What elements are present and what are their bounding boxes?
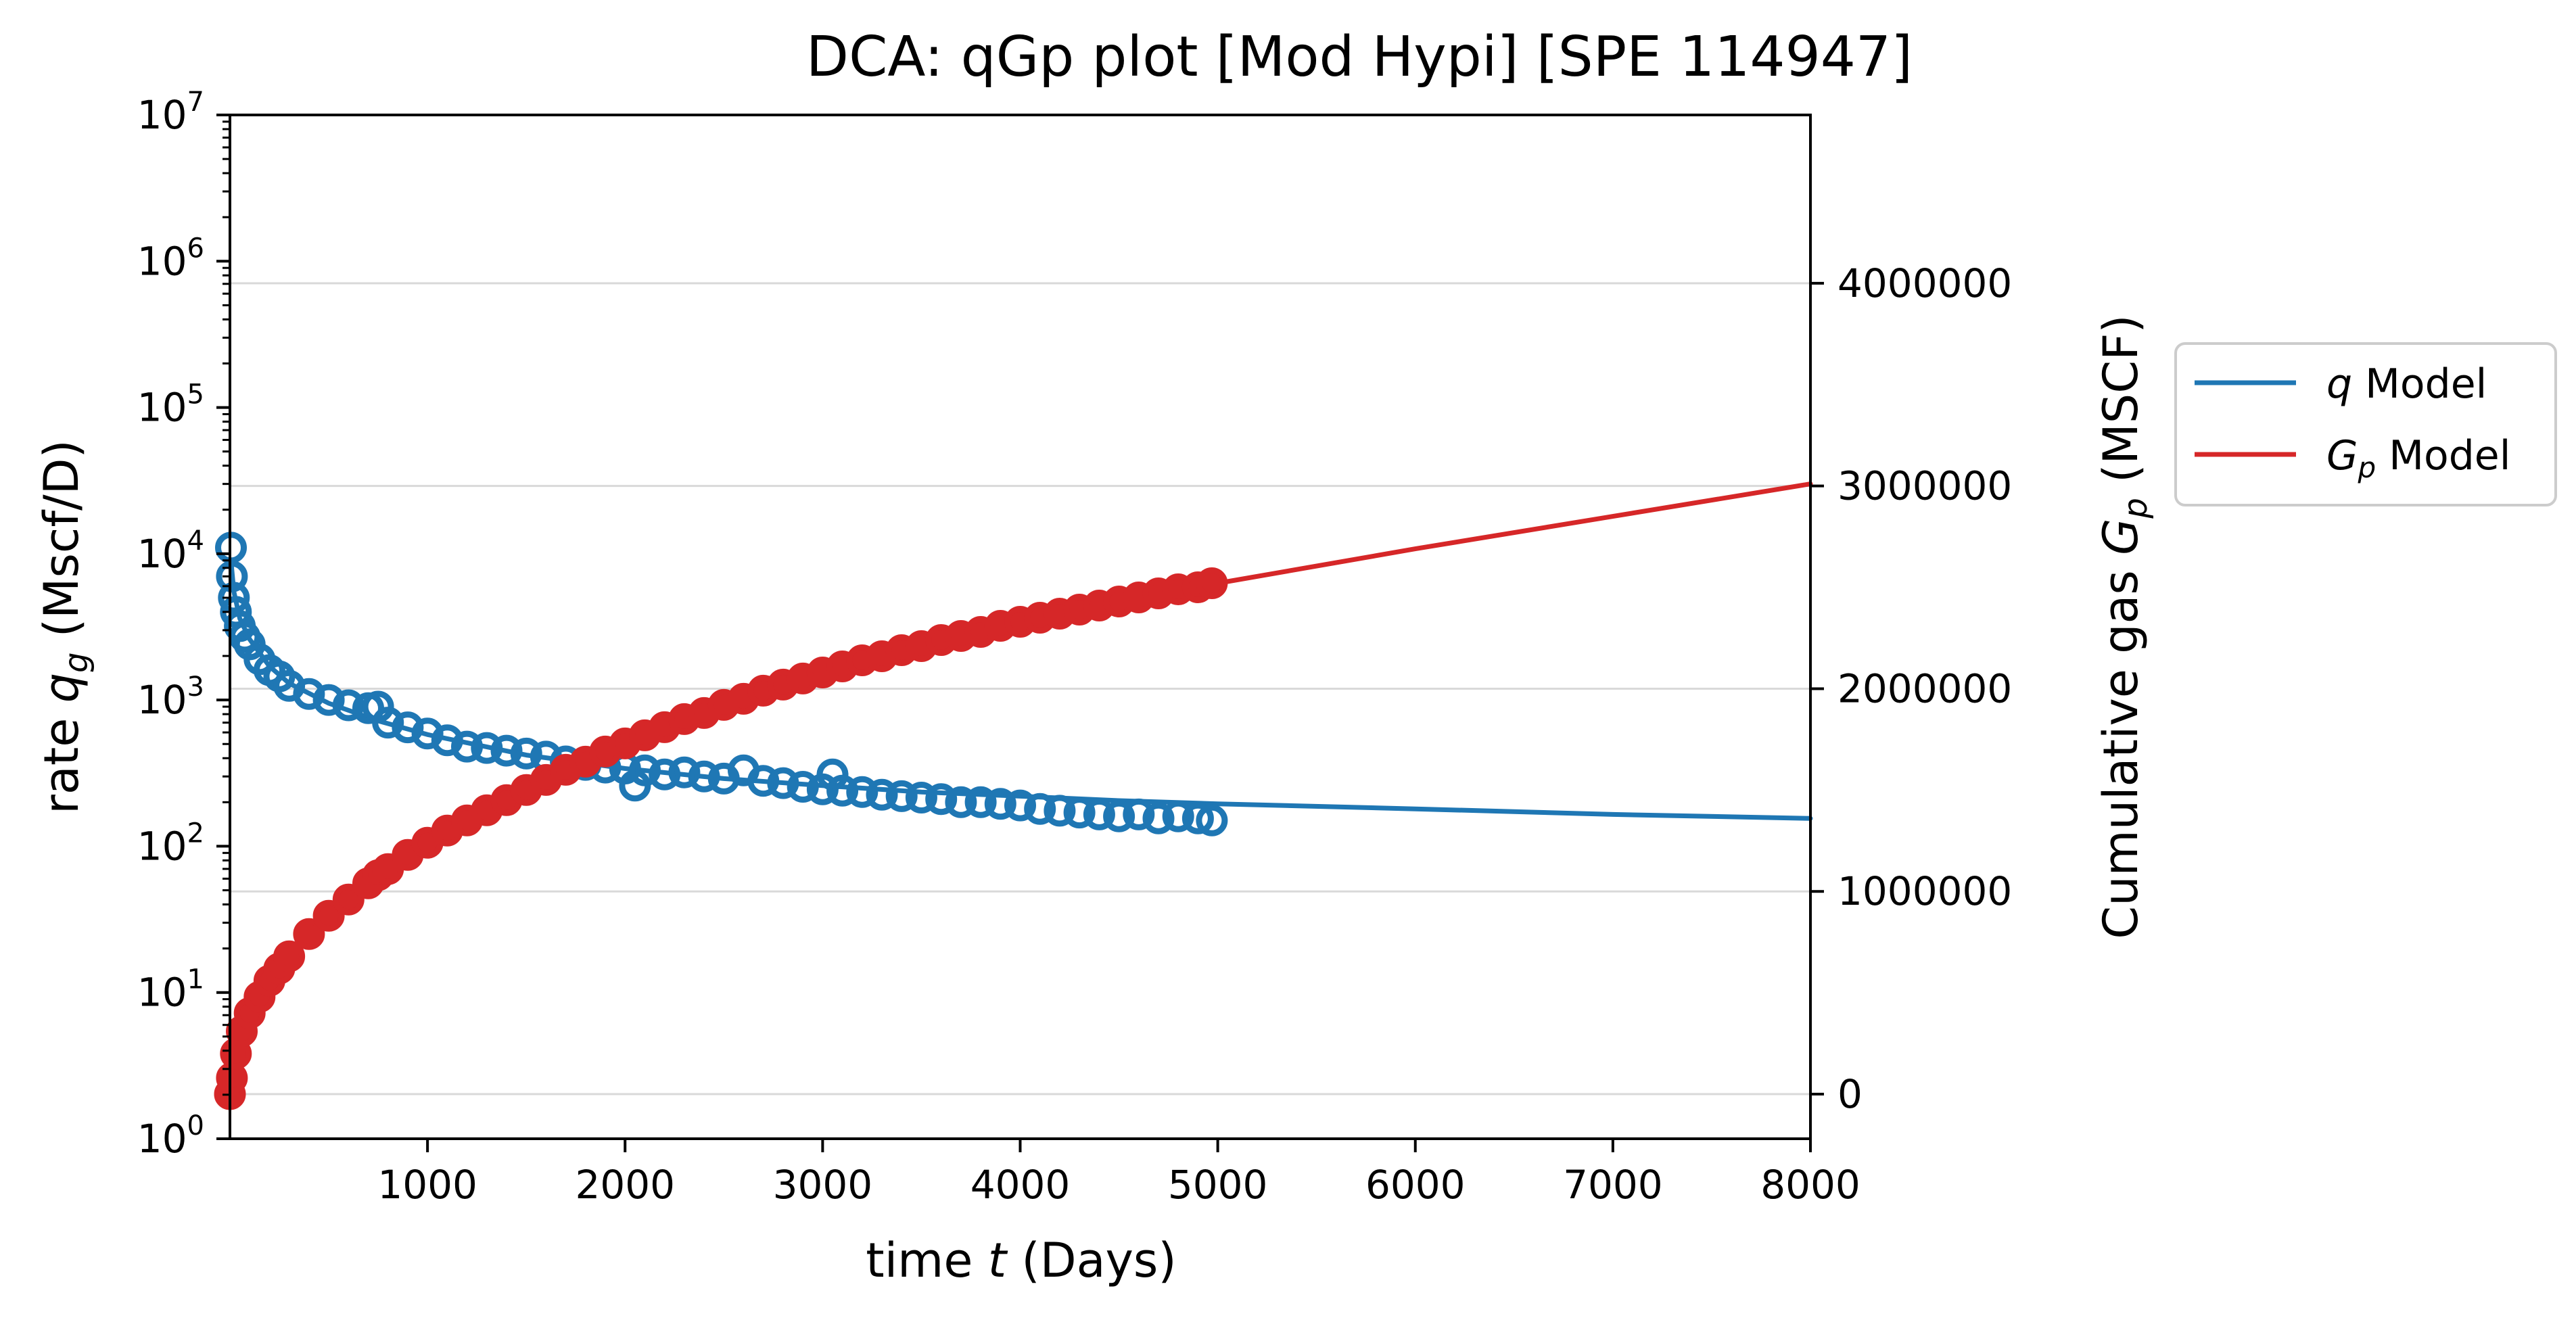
data-point-q-data-21 — [471, 732, 503, 764]
x-tick-label-2: 3000 — [773, 1162, 873, 1208]
x-axis-label-prefix: time — [866, 1233, 987, 1288]
legend-sub-p: p — [2358, 451, 2376, 484]
data-point-q-data-31 — [649, 758, 681, 790]
y-tick-label-7: 107 — [137, 87, 204, 138]
data-point-q-data-20 — [451, 730, 483, 763]
data-point-q-data-16 — [372, 707, 404, 739]
data-point-q-data-52 — [1044, 795, 1076, 827]
chart-title: DCA: qGp plot [Mod Hypi] [SPE 114947] — [806, 25, 1913, 89]
y2-axis-label: Cumulative gas Gp (MSCF) — [2093, 314, 2155, 939]
data-point-gp-data-11 — [332, 883, 365, 916]
data-point-gp-data-8 — [273, 940, 306, 972]
x-tick-label-5: 6000 — [1365, 1162, 1466, 1208]
y-tick-label-3: 103 — [137, 671, 204, 723]
grid-lines — [230, 282, 1810, 1095]
y2-axis-label-prefix: Cumulative gas — [2093, 555, 2149, 939]
data-point-q-data-44 — [885, 780, 918, 812]
data-point-q-data-55 — [1103, 800, 1135, 832]
x-axis: 1000 2000 3000 4000 5000 6000 7000 8000 — [377, 1139, 1860, 1208]
x-tick-label-0: 1000 — [377, 1162, 477, 1208]
data-point-q-data-41 — [826, 774, 859, 807]
data-point-gp-data-9 — [293, 918, 325, 950]
data-point-q-data-45 — [905, 782, 937, 813]
data-point-gp-data-56 — [1196, 567, 1228, 599]
y-axis-label-subscript: g — [57, 653, 95, 673]
legend-label-q-model: q Model — [2326, 360, 2487, 408]
data-point-q-data-36 — [747, 765, 780, 797]
data-point-q-data-47 — [945, 786, 977, 818]
y-tick-label-2: 102 — [137, 818, 204, 869]
x-axis-label-suffix: (Days) — [1006, 1233, 1177, 1288]
y-tick-label-0: 100 — [137, 1110, 204, 1162]
data-point-q-data-50 — [1004, 789, 1036, 822]
data-point-q-data-57 — [1142, 802, 1175, 834]
data-point-q-data-49 — [984, 788, 1016, 820]
y2-axis-label-variable: G — [2093, 519, 2149, 555]
y2-tick-label-1: 1000000 — [1837, 868, 2012, 914]
x-tick-label-1: 2000 — [575, 1162, 675, 1208]
y-axis-left: 100 101 102 103 104 105 106 107 — [137, 87, 230, 1162]
y-axis-label-prefix: rate — [34, 703, 89, 813]
data-point-q-data-1 — [216, 560, 248, 592]
data-point-q-data-23 — [510, 737, 542, 770]
data-point-q-data-13 — [332, 689, 365, 722]
data-point-q-data-54 — [1083, 798, 1115, 830]
data-point-q-data-42 — [846, 776, 879, 808]
data-point-q-data-11 — [293, 678, 325, 710]
y2-axis-label-subscript: p — [2117, 498, 2155, 519]
legend-text-gp: Model — [2376, 432, 2510, 479]
y2-tick-label-2: 2000000 — [1837, 665, 2012, 711]
y2-axis-label-suffix: (MSCF) — [2093, 314, 2149, 498]
y-axis-label: rate qg (Mscf/D) — [34, 440, 95, 814]
x-tick-label-6: 7000 — [1563, 1162, 1663, 1208]
data-point-q-data-19 — [431, 724, 463, 757]
data-point-q-data-22 — [490, 734, 523, 767]
x-axis-label: time t (Days) — [866, 1233, 1176, 1288]
data-point-q-data-60 — [1196, 804, 1228, 836]
legend-text-q: Model — [2352, 360, 2487, 408]
y2-tick-label-3: 3000000 — [1837, 463, 2012, 509]
data-point-q-data-58 — [1162, 800, 1194, 832]
y-axis-label-suffix: (Mscf/D) — [34, 440, 89, 652]
x-tick-label-7: 8000 — [1760, 1162, 1860, 1208]
data-point-q-data-33 — [688, 760, 720, 793]
legend: q Model Gp Model — [2174, 342, 2557, 506]
y-tick-label-6: 106 — [137, 233, 204, 284]
data-point-gp-data-10 — [312, 899, 345, 932]
data-point-q-data-48 — [964, 786, 997, 818]
data-point-q-data-18 — [411, 717, 444, 750]
data-point-q-data-43 — [866, 778, 898, 811]
data-point-q-data-30 — [629, 754, 661, 786]
data-point-q-data-56 — [1123, 798, 1155, 830]
y2-tick-label-4: 4000000 — [1837, 260, 2012, 306]
x-axis-label-variable: t — [988, 1233, 1008, 1288]
y2-tick-label-0: 0 — [1837, 1071, 1863, 1117]
y-axis-right: 0 1000000 2000000 3000000 4000000 — [1810, 260, 2012, 1117]
y-axis-label-variable: q — [34, 673, 89, 703]
legend-var-g: G — [2326, 432, 2358, 479]
x-tick-label-4: 5000 — [1168, 1162, 1268, 1208]
y-tick-label-4: 104 — [137, 525, 204, 577]
data-point-q-data-37 — [767, 767, 799, 799]
plot-area — [214, 481, 1813, 1110]
y-tick-label-5: 105 — [137, 379, 204, 431]
data-point-q-data-38 — [787, 771, 819, 803]
x-tick-label-3: 4000 — [970, 1162, 1071, 1208]
data-point-q-data-46 — [925, 783, 958, 816]
data-point-q-data-17 — [392, 711, 424, 744]
data-point-q-data-12 — [312, 684, 345, 716]
y-tick-label-1: 101 — [137, 964, 204, 1016]
data-point-q-data-59 — [1181, 802, 1214, 834]
data-point-q-data-32 — [668, 756, 701, 788]
data-point-q-data-51 — [1024, 793, 1056, 825]
data-point-q-data-53 — [1063, 797, 1096, 829]
legend-var-q: q — [2326, 360, 2352, 408]
data-point-q-data-2 — [218, 582, 250, 614]
legend-label-gp-model: Gp Model — [2326, 432, 2510, 484]
